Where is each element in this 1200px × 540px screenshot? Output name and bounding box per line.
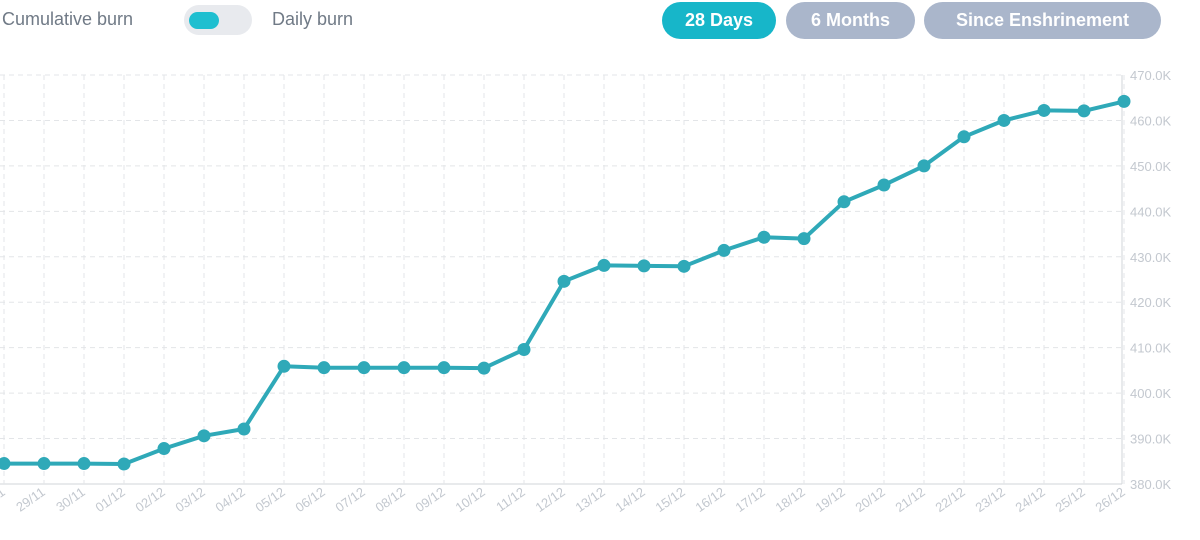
x-tick-label: 24/12 bbox=[1012, 484, 1047, 515]
range-28-days-button[interactable]: 28 Days bbox=[662, 2, 776, 39]
data-point[interactable] bbox=[757, 230, 771, 244]
cumulative-burn-label[interactable]: Cumulative burn bbox=[2, 9, 134, 29]
x-tick-label: 22/12 bbox=[932, 484, 967, 515]
data-point[interactable] bbox=[797, 232, 811, 246]
data-point[interactable] bbox=[917, 159, 931, 173]
x-tick-label: 11/12 bbox=[493, 484, 527, 514]
x-tick-label: 04/12 bbox=[212, 484, 247, 515]
y-tick-label: 390.0K bbox=[1130, 432, 1172, 447]
x-tick-label: 03/12 bbox=[172, 484, 207, 515]
chart-grid bbox=[0, 74, 1125, 485]
x-tick-label: 16/12 bbox=[692, 484, 727, 515]
x-tick-label: 06/12 bbox=[292, 484, 327, 515]
data-point[interactable] bbox=[0, 457, 11, 471]
x-tick-label: 07/12 bbox=[332, 484, 367, 515]
x-tick-label: 30/11 bbox=[53, 484, 87, 514]
data-point[interactable] bbox=[557, 274, 571, 288]
daily-burn-label[interactable]: Daily burn bbox=[272, 9, 354, 29]
x-tick-label: 08/12 bbox=[372, 484, 407, 515]
y-tick-label: 450.0K bbox=[1130, 159, 1172, 174]
x-tick-label: 21/12 bbox=[892, 484, 927, 515]
data-point[interactable] bbox=[317, 361, 331, 375]
data-point[interactable] bbox=[517, 342, 531, 356]
y-tick-label: 380.0K bbox=[1130, 477, 1172, 492]
data-point[interactable] bbox=[437, 361, 451, 375]
x-tick-label: 26/12 bbox=[1092, 484, 1127, 515]
data-point[interactable] bbox=[877, 178, 891, 192]
x-tick-label: 25/12 bbox=[1052, 484, 1087, 515]
x-tick-label: 28/11 bbox=[0, 484, 8, 514]
y-tick-label: 430.0K bbox=[1130, 250, 1172, 265]
data-point[interactable] bbox=[237, 422, 251, 436]
series-points bbox=[0, 94, 1131, 471]
range-6-months-button[interactable]: 6 Months bbox=[786, 2, 915, 39]
y-tick-label: 420.0K bbox=[1130, 295, 1172, 310]
data-point[interactable] bbox=[1037, 103, 1051, 117]
toolbar: Cumulative burn Daily burn 28 Days 6 Mon… bbox=[0, 0, 1200, 44]
x-tick-label: 20/12 bbox=[852, 484, 887, 515]
data-point[interactable] bbox=[1117, 94, 1131, 108]
x-tick-label: 19/12 bbox=[812, 484, 847, 515]
data-point[interactable] bbox=[397, 361, 411, 375]
x-tick-label: 14/12 bbox=[612, 484, 647, 515]
data-point[interactable] bbox=[957, 130, 971, 144]
data-point[interactable] bbox=[37, 457, 51, 471]
x-tick-label: 01/12 bbox=[92, 484, 127, 515]
y-tick-label: 410.0K bbox=[1130, 341, 1172, 356]
burn-mode-toggle[interactable] bbox=[184, 5, 252, 35]
data-point[interactable] bbox=[357, 361, 371, 375]
x-axis-ticks: 28/11 29/11 30/11 01/12 02/12 03/12 04/12 05/12… bbox=[0, 484, 1128, 515]
range-since-enshrinement-button[interactable]: Since Enshrinement bbox=[924, 2, 1161, 39]
data-point[interactable] bbox=[1077, 104, 1091, 118]
x-tick-label: 29/11 bbox=[13, 484, 47, 514]
y-tick-label: 400.0K bbox=[1130, 386, 1172, 401]
x-tick-label: 17/12 bbox=[732, 484, 767, 515]
data-point[interactable] bbox=[717, 243, 731, 257]
x-tick-label: 12/12 bbox=[532, 484, 567, 515]
x-tick-label: 23/12 bbox=[972, 484, 1007, 515]
data-point[interactable] bbox=[837, 195, 851, 209]
x-tick-label: 13/12 bbox=[572, 484, 607, 515]
x-tick-label: 09/12 bbox=[412, 484, 447, 515]
y-tick-label: 460.0K bbox=[1130, 113, 1172, 128]
x-tick-label: 18/12 bbox=[772, 484, 807, 515]
y-tick-label: 440.0K bbox=[1130, 204, 1172, 219]
y-axis-ticks: 380.0K 390.0K 400.0K 410.0K 420.0K 430.0K 440.… bbox=[1130, 68, 1172, 492]
x-tick-label: 15/12 bbox=[652, 484, 687, 515]
data-point[interactable] bbox=[637, 259, 651, 273]
data-point[interactable] bbox=[677, 259, 691, 273]
toggle-knob bbox=[189, 12, 219, 29]
data-point[interactable] bbox=[277, 359, 291, 373]
data-point[interactable] bbox=[77, 457, 91, 471]
data-point[interactable] bbox=[197, 429, 211, 443]
x-tick-label: 02/12 bbox=[132, 484, 167, 515]
y-tick-label: 470.0K bbox=[1130, 68, 1172, 83]
x-tick-label: 05/12 bbox=[252, 484, 287, 515]
data-point[interactable] bbox=[997, 113, 1011, 127]
x-tick-label: 10/12 bbox=[452, 484, 487, 515]
cumulative-burn-chart: 380.0K 390.0K 400.0K 410.0K 420.0K 430.0K 440.… bbox=[0, 68, 1172, 515]
data-point[interactable] bbox=[477, 361, 491, 375]
data-point[interactable] bbox=[157, 442, 171, 456]
data-point[interactable] bbox=[117, 457, 131, 471]
data-point[interactable] bbox=[597, 258, 611, 272]
